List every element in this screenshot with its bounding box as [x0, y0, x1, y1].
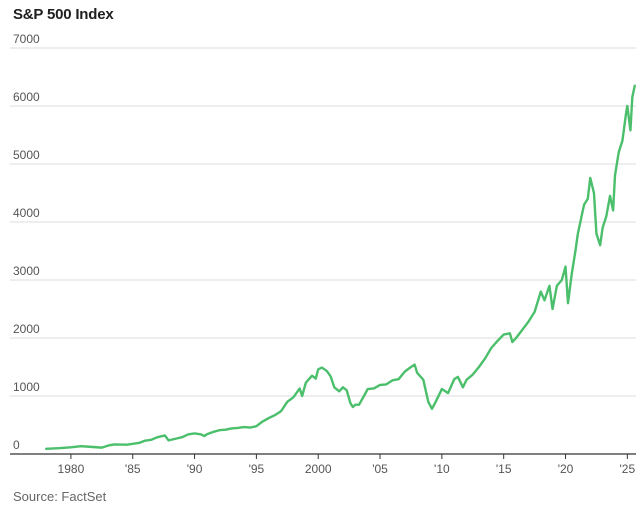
x-tick-label: '10 — [434, 462, 450, 476]
y-tick-label: 7000 — [13, 32, 40, 46]
y-tick-label: 3000 — [13, 264, 40, 278]
x-tick-label: 2000 — [305, 462, 332, 476]
y-tick-label: 4000 — [13, 206, 40, 220]
line-chart: 0 1000 2000 3000 4000 5000 6000 7000 1980 '85 '90… — [0, 0, 643, 507]
y-tick-label: 0 — [13, 438, 20, 452]
x-tick-label: '05 — [372, 462, 388, 476]
series-layer — [46, 86, 635, 449]
x-tick-label: '15 — [496, 462, 512, 476]
x-tick-label: '20 — [558, 462, 574, 476]
x-tick-label: '95 — [249, 462, 265, 476]
x-tick-label: '25 — [620, 462, 636, 476]
y-tick-label: 1000 — [13, 380, 40, 394]
y-axis-tick-labels: 0 1000 2000 3000 4000 5000 6000 7000 — [13, 32, 40, 452]
y-tick-label: 6000 — [13, 90, 40, 104]
chart-frame: S&P 500 Index 0 1000 2000 3000 4000 5000 6000 7… — [0, 0, 643, 507]
y-tick-label: 2000 — [13, 322, 40, 336]
x-tick-label: '90 — [187, 462, 203, 476]
gridlines — [10, 48, 636, 454]
x-tick-label: '85 — [125, 462, 141, 476]
series-line — [46, 86, 635, 449]
source-note: Source: FactSet — [13, 489, 106, 504]
x-tick-label: 1980 — [58, 462, 85, 476]
y-tick-label: 5000 — [13, 148, 40, 162]
x-axis-tick-labels: 1980 '85 '90 '95 2000 '05 '10 '15 '20 '25 — [58, 454, 636, 476]
